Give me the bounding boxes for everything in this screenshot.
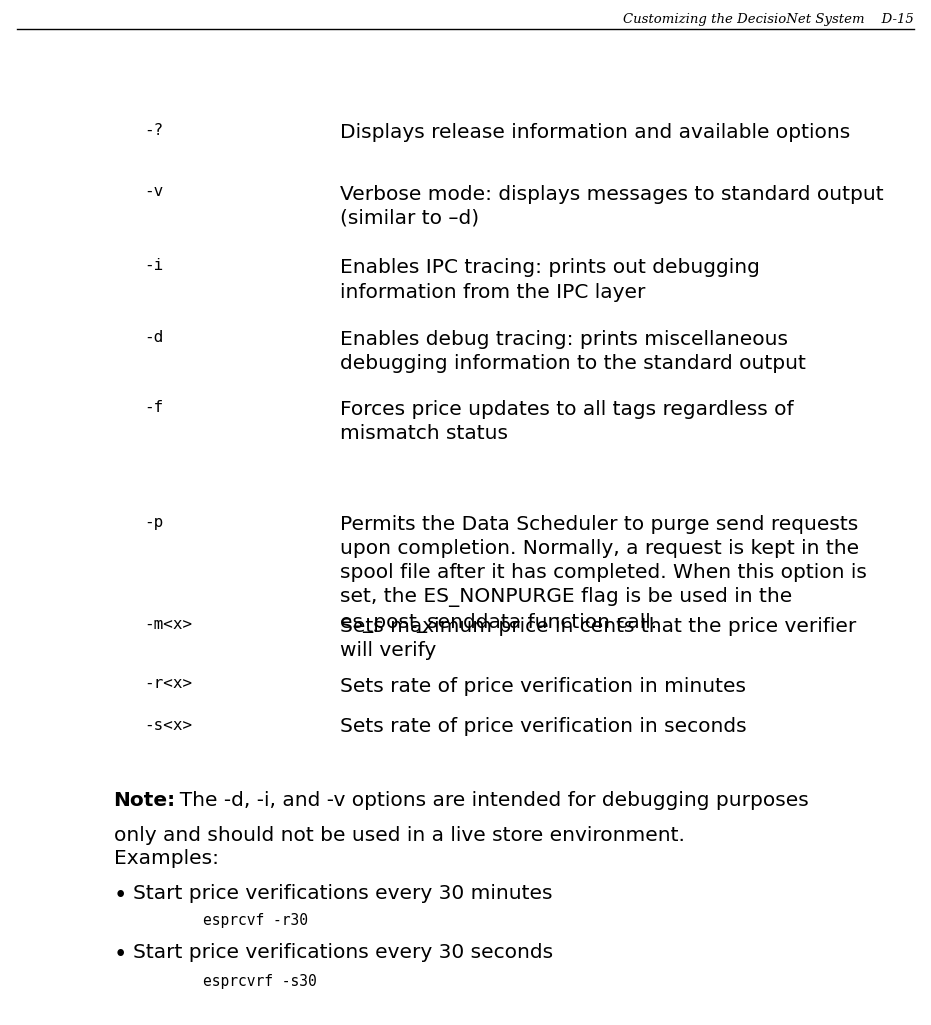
Text: Verbose mode: displays messages to standard output
(similar to –d): Verbose mode: displays messages to stand… bbox=[340, 184, 884, 228]
Text: only and should not be used in a live store environment.: only and should not be used in a live st… bbox=[114, 826, 684, 846]
Text: -r<x>: -r<x> bbox=[144, 676, 193, 692]
Text: -f: -f bbox=[144, 400, 164, 415]
Text: Enables IPC tracing: prints out debugging
information from the IPC layer: Enables IPC tracing: prints out debuggin… bbox=[340, 258, 760, 301]
Text: •: • bbox=[114, 884, 127, 906]
Text: -?: -? bbox=[144, 123, 164, 138]
Text: -d: -d bbox=[144, 330, 164, 345]
Text: Sets maximum price in cents that the price verifier
will verify: Sets maximum price in cents that the pri… bbox=[340, 617, 857, 660]
Text: -i: -i bbox=[144, 258, 164, 274]
Text: Sets rate of price verification in minutes: Sets rate of price verification in minut… bbox=[340, 676, 746, 696]
Text: •: • bbox=[114, 943, 127, 966]
Text: Enables debug tracing: prints miscellaneous
debugging information to the standar: Enables debug tracing: prints miscellane… bbox=[340, 330, 805, 373]
Text: Start price verifications every 30 seconds: Start price verifications every 30 secon… bbox=[133, 943, 553, 962]
Text: esprcvrf -s30: esprcvrf -s30 bbox=[203, 974, 317, 989]
Text: -s<x>: -s<x> bbox=[144, 718, 193, 733]
Text: -v: -v bbox=[144, 184, 164, 200]
Text: Permits the Data Scheduler to purge send requests
upon completion. Normally, a r: Permits the Data Scheduler to purge send… bbox=[340, 515, 867, 632]
Text: Start price verifications every 30 minutes: Start price verifications every 30 minut… bbox=[133, 884, 553, 903]
Text: The -d, -i, and -v options are intended for debugging purposes: The -d, -i, and -v options are intended … bbox=[167, 791, 808, 811]
Text: esprcvf -r30: esprcvf -r30 bbox=[203, 913, 308, 929]
Text: Examples:: Examples: bbox=[114, 849, 219, 868]
Text: -p: -p bbox=[144, 515, 164, 530]
Text: Forces price updates to all tags regardless of
mismatch status: Forces price updates to all tags regardl… bbox=[340, 400, 793, 443]
Text: Note:: Note: bbox=[114, 791, 176, 811]
Text: -m<x>: -m<x> bbox=[144, 617, 193, 632]
Text: Displays release information and available options: Displays release information and availab… bbox=[340, 123, 850, 142]
Text: Sets rate of price verification in seconds: Sets rate of price verification in secon… bbox=[340, 718, 747, 737]
Text: Customizing the DecisioNet System    D-15: Customizing the DecisioNet System D-15 bbox=[624, 12, 914, 26]
